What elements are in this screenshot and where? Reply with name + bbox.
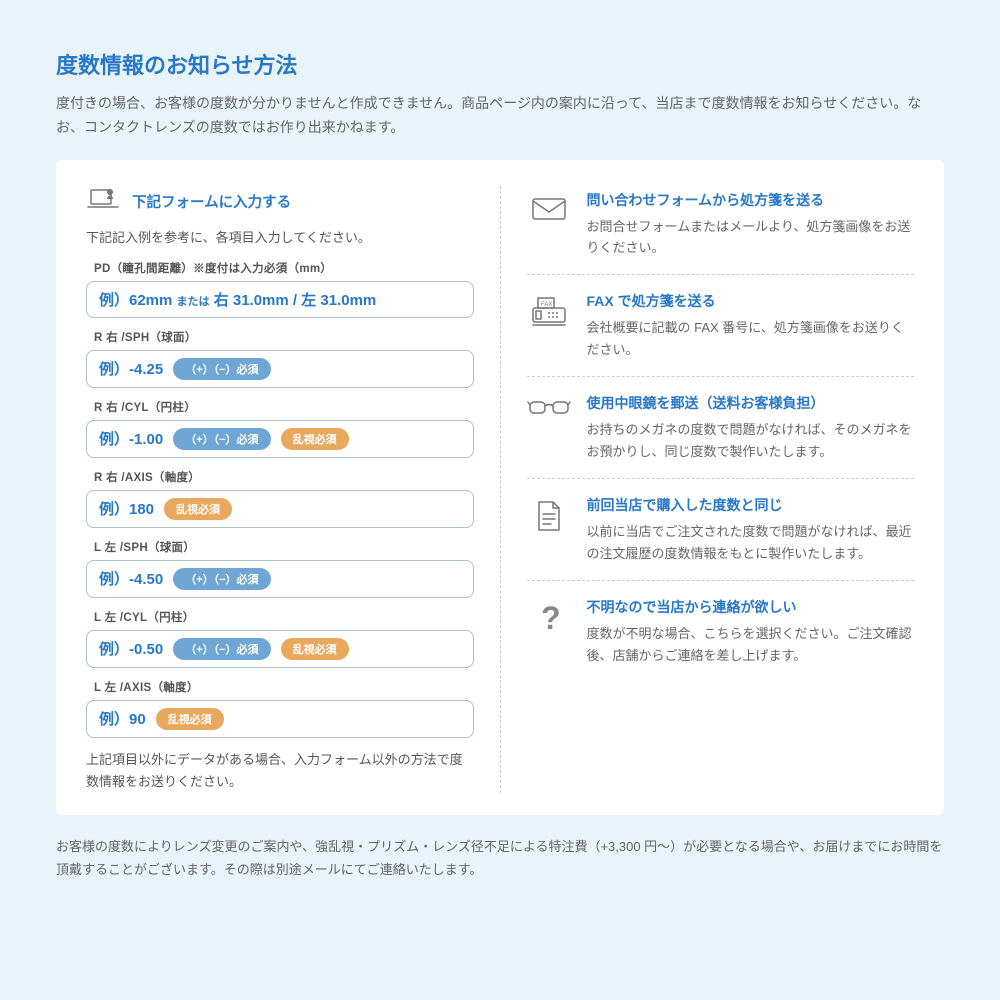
glasses-icon (527, 393, 571, 462)
field-example-box: 例）-0.50 （+）（−）必須乱視必須 (86, 630, 474, 668)
laptop-icon (86, 186, 120, 217)
required-pill: 乱視必須 (281, 638, 349, 660)
method-title: 不明なので当店から連絡が欲しい (587, 597, 915, 617)
method-desc: 以前に当店でご注文された度数で問題がなければ、最近の注文履歴の度数情報をもとに製… (587, 521, 915, 564)
field-label: R 右 /SPH（球面） (94, 329, 474, 345)
svg-text:FAX: FAX (541, 302, 552, 308)
required-pill: （+）（−）必須 (173, 428, 270, 450)
required-pill: （+）（−）必須 (173, 568, 270, 590)
method-title: FAX で処方箋を送る (587, 291, 915, 311)
method-title: 使用中眼鏡を郵送（送料お客様負担） (587, 393, 915, 413)
method-desc: お問合せフォームまたはメールより、処方箋画像をお送りください。 (587, 216, 915, 259)
example-value: 例）90 (99, 708, 146, 729)
form-subtitle: 下記記入例を参考に、各項目入力してください。 (86, 227, 474, 246)
field-example-box: 例）62mm または 右 31.0mm / 左 31.0mm (86, 281, 474, 318)
method-desc: 度数が不明な場合、こちらを選択ください。ご注文確認後、店舗からご連絡を差し上げま… (587, 623, 915, 666)
method-desc: お持ちのメガネの度数で問題がなければ、そのメガネをお預かりし、同じ度数で製作いた… (587, 419, 915, 462)
method-item: FAX FAX で処方箋を送る会社概要に記載の FAX 番号に、処方箋画像をお送り… (527, 274, 915, 376)
svg-text:?: ? (541, 601, 561, 636)
example-value: 例）-0.50 (99, 638, 163, 659)
fax-icon: FAX (527, 291, 571, 360)
required-pill: 乱視必須 (156, 708, 224, 730)
required-pill: （+）（−）必須 (173, 638, 270, 660)
mail-icon (527, 190, 571, 259)
field-label: R 右 /AXIS（軸度） (94, 469, 474, 485)
field-example-box: 例）-4.50 （+）（−）必須 (86, 560, 474, 598)
field-example-box: 例）-4.25 （+）（−）必須 (86, 350, 474, 388)
doc-icon (527, 495, 571, 564)
form-note: 上記項目以外にデータがある場合、入力フォーム以外の方法で度数情報をお送りください… (86, 749, 474, 793)
example-value: 例）-1.00 (99, 428, 163, 449)
method-title: 問い合わせフォームから処方箋を送る (587, 190, 915, 210)
method-desc: 会社概要に記載の FAX 番号に、処方箋画像をお送りください。 (587, 317, 915, 360)
methods-section: 問い合わせフォームから処方箋を送るお問合せフォームまたはメールより、処方箋画像を… (501, 186, 915, 793)
method-title: 前回当店で購入した度数と同じ (587, 495, 915, 515)
example-value: 例）62mm または 右 31.0mm / 左 31.0mm (99, 289, 376, 310)
field-example-box: 例）180 乱視必須 (86, 490, 474, 528)
method-item: 使用中眼鏡を郵送（送料お客様負担） お持ちのメガネの度数で問題がなければ、そのメガ… (527, 376, 915, 478)
form-title: 下記フォームに入力する (132, 191, 291, 212)
example-value: 例）-4.25 (99, 358, 163, 379)
method-item: ? 不明なので当店から連絡が欲しい度数が不明な場合、こちらを選択ください。ご注文確… (527, 580, 915, 682)
required-pill: 乱視必須 (164, 498, 232, 520)
field-label: R 右 /CYL（円柱） (94, 399, 474, 415)
field-example-box: 例）-1.00 （+）（−）必須乱視必須 (86, 420, 474, 458)
example-value: 例）180 (99, 498, 154, 519)
question-icon: ? (527, 597, 571, 666)
required-pill: （+）（−）必須 (173, 358, 270, 380)
page-title: 度数情報のお知らせ方法 (56, 48, 944, 80)
required-pill: 乱視必須 (281, 428, 349, 450)
footer-note: お客様の度数によりレンズ変更のご案内や、強乱視・プリズム・レンズ径不足による特注… (56, 835, 944, 882)
field-label: L 左 /AXIS（軸度） (94, 679, 474, 695)
field-label: L 左 /CYL（円柱） (94, 609, 474, 625)
field-label: L 左 /SPH（球面） (94, 539, 474, 555)
content-card: 下記フォームに入力する 下記記入例を参考に、各項目入力してください。 PD（瞳孔… (56, 160, 944, 815)
field-label: PD（瞳孔間距離）※度付は入力必須（mm） (94, 260, 474, 276)
method-item: 問い合わせフォームから処方箋を送るお問合せフォームまたはメールより、処方箋画像を… (527, 186, 915, 275)
method-item: 前回当店で購入した度数と同じ以前に当店でご注文された度数で問題がなければ、最近の… (527, 478, 915, 580)
example-value: 例）-4.50 (99, 568, 163, 589)
field-example-box: 例）90 乱視必須 (86, 700, 474, 738)
page-intro: 度付きの場合、お客様の度数が分かりませんと作成できません。商品ページ内の案内に沿… (56, 92, 944, 140)
form-section: 下記フォームに入力する 下記記入例を参考に、各項目入力してください。 PD（瞳孔… (86, 186, 501, 793)
